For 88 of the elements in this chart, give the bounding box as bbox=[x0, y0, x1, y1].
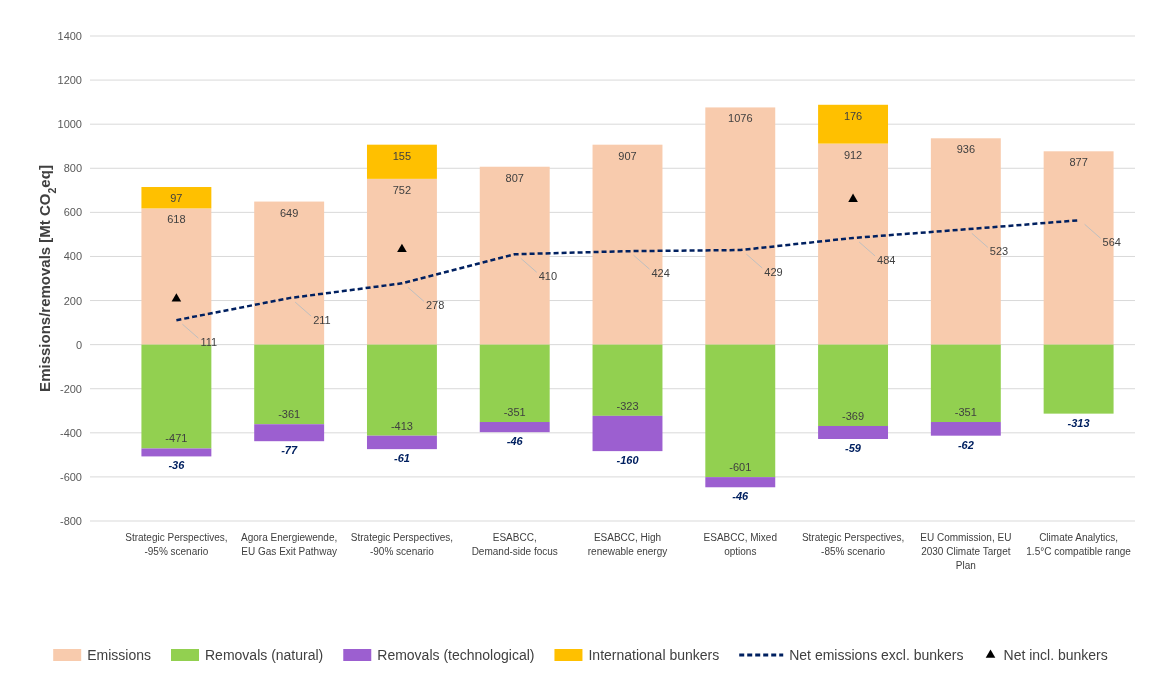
data-label: -351 bbox=[954, 406, 977, 419]
x-tick-label: Strategic Perspectives, -90% scenario bbox=[350, 532, 454, 557]
data-label: -46 bbox=[732, 490, 750, 503]
data-label: 424 bbox=[651, 267, 670, 280]
y-tick-label: 400 bbox=[63, 250, 82, 263]
data-label: 278 bbox=[425, 299, 445, 312]
bar bbox=[818, 344, 889, 426]
bar bbox=[366, 344, 437, 436]
bar bbox=[254, 424, 325, 442]
point bbox=[171, 293, 182, 302]
x-tick-label: EU Commission, EU 2030 Climate Target Plan bbox=[920, 532, 1012, 571]
y-tick-label: -600 bbox=[59, 470, 82, 483]
y-tick-label: 800 bbox=[63, 162, 82, 175]
legend-label: Net incl. bunkers bbox=[1003, 647, 1108, 663]
legend-label: Removals (natural) bbox=[205, 647, 324, 663]
y-tick-label: 200 bbox=[63, 294, 82, 307]
data-label: 936 bbox=[956, 143, 976, 156]
x-tick-label: Strategic Perspectives, -85% scenario bbox=[801, 532, 905, 557]
data-label: 752 bbox=[392, 183, 412, 196]
data-label: -77 bbox=[281, 444, 298, 457]
data-label: -369 bbox=[842, 409, 865, 422]
y-tick-label: 1200 bbox=[57, 74, 82, 87]
y-tick-label: -800 bbox=[59, 515, 82, 528]
data-label: 523 bbox=[989, 245, 1009, 258]
bar bbox=[930, 422, 1001, 436]
data-label: -351 bbox=[503, 406, 526, 419]
data-label: -59 bbox=[845, 441, 862, 454]
data-label: 807 bbox=[505, 171, 524, 184]
y-tick-label: 1400 bbox=[57, 30, 82, 43]
legend-label: Net emissions excl. bunkers bbox=[789, 647, 964, 663]
bar bbox=[254, 344, 325, 425]
data-label: -361 bbox=[278, 408, 301, 421]
data-label: 1076 bbox=[728, 112, 753, 125]
point bbox=[397, 243, 407, 252]
data-label: 877 bbox=[1069, 156, 1088, 169]
data-label: 97 bbox=[170, 192, 183, 205]
x-tick-label: Strategic Perspectives, -95% scenario bbox=[125, 532, 228, 557]
x-tick-label: ESABCC, High renewable energy bbox=[587, 532, 668, 557]
data-label: -471 bbox=[165, 432, 188, 445]
data-label: -413 bbox=[390, 419, 413, 432]
data-label: -160 bbox=[616, 454, 640, 467]
x-tick-label: ESABCC, Demand-side focus bbox=[471, 532, 558, 557]
legend-label: Removals (technological) bbox=[377, 647, 535, 663]
data-label: -323 bbox=[616, 399, 639, 412]
data-label: 912 bbox=[843, 148, 863, 161]
data-label: 429 bbox=[764, 266, 783, 279]
point bbox=[848, 193, 858, 202]
data-label: 211 bbox=[313, 314, 331, 327]
data-label: 155 bbox=[392, 149, 412, 162]
y-tick-label: 1000 bbox=[57, 118, 82, 131]
bar bbox=[479, 344, 550, 423]
legend-label: Emissions bbox=[87, 647, 151, 663]
bar bbox=[592, 415, 663, 452]
data-label: 564 bbox=[1102, 236, 1121, 249]
bar bbox=[366, 435, 437, 450]
data-label: -46 bbox=[506, 435, 524, 448]
y-tick-label: -400 bbox=[59, 426, 82, 439]
data-label: 484 bbox=[877, 253, 896, 266]
data-label: 649 bbox=[279, 206, 299, 219]
bar bbox=[141, 448, 212, 457]
y-tick-label: 0 bbox=[75, 338, 82, 351]
data-label: -62 bbox=[957, 438, 974, 451]
x-tick-label: Agora Energiewende, EU Gas Exit Pathway bbox=[241, 532, 338, 557]
bar bbox=[141, 344, 212, 449]
bar bbox=[1043, 344, 1114, 414]
data-label: 111 bbox=[200, 336, 218, 349]
bar bbox=[366, 144, 437, 179]
y-tick-label: 600 bbox=[63, 206, 82, 219]
bar bbox=[705, 477, 776, 488]
bar bbox=[818, 425, 889, 439]
data-label: -601 bbox=[729, 461, 752, 474]
data-label: 907 bbox=[618, 149, 637, 162]
x-tick-label: ESABCC, Mixed options bbox=[703, 532, 777, 557]
bar bbox=[479, 422, 550, 433]
y-tick-label: -200 bbox=[59, 382, 82, 395]
bar bbox=[592, 344, 663, 416]
data-label: -61 bbox=[393, 452, 410, 465]
data-label: -313 bbox=[1067, 416, 1090, 429]
bar bbox=[930, 344, 1001, 423]
data-label: 176 bbox=[843, 109, 863, 122]
bar bbox=[705, 344, 776, 478]
x-tick-label: Climate Analytics, 1.5°C compatible range bbox=[1026, 532, 1132, 557]
data-label: 410 bbox=[538, 270, 558, 283]
data-label: 618 bbox=[167, 213, 186, 226]
bar bbox=[818, 104, 889, 144]
data-label: -36 bbox=[168, 459, 186, 472]
legend-label: International bunkers bbox=[588, 647, 720, 663]
bar bbox=[141, 187, 212, 209]
